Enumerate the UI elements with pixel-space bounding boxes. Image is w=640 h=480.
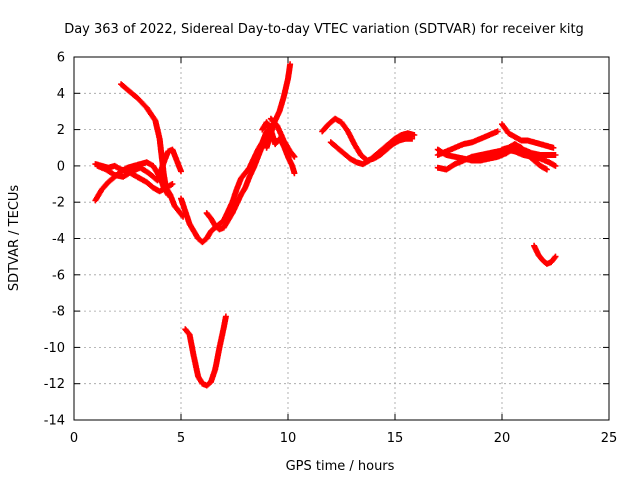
- y-tick-label: -8: [52, 305, 65, 320]
- series-markers: [531, 242, 559, 267]
- series-markers: [499, 121, 557, 151]
- axis-ticks: 0 5 10 15 20 25 -14 -12 -10 -8 -6 -4 -2 0 2 4 6: [44, 51, 618, 447]
- series-markers: [267, 115, 298, 160]
- series-markers: [319, 115, 416, 164]
- x-tick-label: 10: [280, 431, 297, 446]
- series-markers: [203, 133, 270, 233]
- y-tick-label: -6: [52, 268, 65, 283]
- series-arc17: [499, 141, 550, 173]
- series-arc11: [319, 115, 416, 164]
- y-tick-label: 2: [57, 123, 65, 138]
- y-axis-label: SDTVAR / TECUs: [7, 185, 22, 292]
- series-markers: [118, 81, 187, 220]
- series-arc10: [182, 313, 229, 389]
- y-tick-label: -4: [52, 232, 65, 247]
- y-tick-label: -14: [44, 414, 65, 429]
- x-tick-label: 5: [177, 431, 185, 446]
- y-tick-label: 4: [57, 87, 65, 102]
- grid: [74, 57, 609, 420]
- x-axis-label: GPS time / hours: [286, 459, 395, 474]
- x-tick-label: 0: [70, 431, 78, 446]
- data-series: [92, 61, 559, 389]
- y-tick-label: 6: [57, 51, 65, 66]
- series-markers: [434, 144, 559, 164]
- x-tick-label: 25: [601, 431, 618, 446]
- series-arc9: [267, 115, 298, 160]
- series-markers: [327, 130, 418, 168]
- series-arc15: [434, 144, 559, 164]
- series-arc12: [327, 130, 418, 168]
- series-arc4: [118, 81, 187, 220]
- series-arc6: [203, 133, 270, 233]
- series-arc16: [499, 121, 557, 151]
- y-tick-label: 0: [57, 159, 65, 174]
- y-tick-label: -2: [52, 196, 65, 211]
- chart-title: Day 363 of 2022, Sidereal Day-to-day VTE…: [64, 22, 584, 37]
- y-tick-label: -10: [44, 341, 65, 356]
- x-tick-label: 20: [494, 431, 511, 446]
- y-tick-label: -12: [44, 377, 65, 392]
- x-tick-label: 15: [387, 431, 404, 446]
- series-markers: [499, 141, 550, 173]
- series-arc18: [531, 242, 559, 267]
- series-markers: [182, 313, 229, 389]
